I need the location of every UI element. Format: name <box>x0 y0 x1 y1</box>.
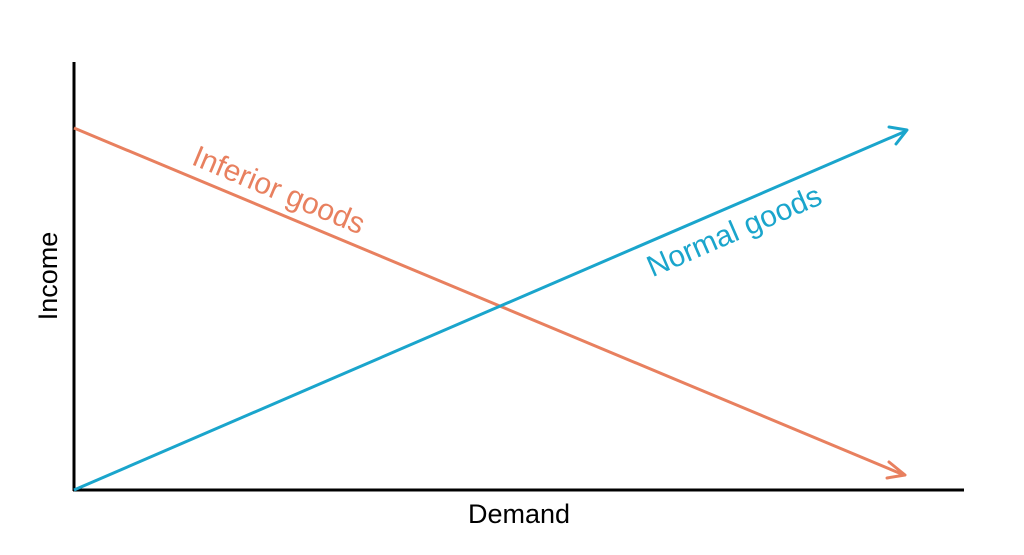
curve-line <box>73 126 905 477</box>
x-axis-label: Demand <box>468 499 570 529</box>
curve-label: Inferior goods <box>188 140 370 241</box>
curve-line <box>73 129 907 492</box>
arrowhead <box>887 125 909 146</box>
arrowhead <box>885 460 907 480</box>
y-axis-label: Income <box>33 232 63 321</box>
inferior-goods-curve: Inferior goods <box>73 126 907 480</box>
